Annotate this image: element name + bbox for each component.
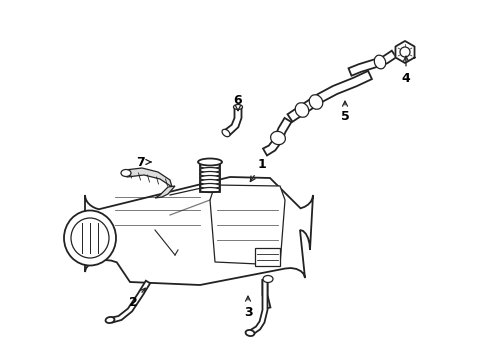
Ellipse shape [200, 171, 220, 176]
Text: 5: 5 [341, 101, 349, 123]
Ellipse shape [309, 95, 323, 109]
Ellipse shape [200, 188, 220, 193]
Ellipse shape [198, 158, 222, 166]
Ellipse shape [200, 167, 220, 172]
Ellipse shape [200, 180, 220, 184]
Text: 2: 2 [129, 288, 146, 310]
Text: 1: 1 [250, 158, 267, 181]
Ellipse shape [200, 159, 220, 165]
Ellipse shape [64, 211, 116, 266]
Ellipse shape [234, 104, 243, 109]
Circle shape [400, 47, 410, 57]
Ellipse shape [200, 175, 220, 180]
Polygon shape [263, 118, 292, 156]
Ellipse shape [121, 170, 131, 176]
Polygon shape [125, 168, 172, 187]
Text: 7: 7 [136, 156, 151, 168]
Ellipse shape [105, 317, 115, 323]
Text: 3: 3 [244, 296, 252, 319]
FancyBboxPatch shape [255, 248, 280, 266]
Text: 6: 6 [234, 94, 243, 111]
Polygon shape [395, 41, 415, 63]
Ellipse shape [222, 129, 230, 137]
Polygon shape [250, 280, 268, 334]
Polygon shape [210, 185, 285, 265]
Polygon shape [348, 51, 396, 76]
Ellipse shape [200, 163, 220, 168]
Ellipse shape [270, 131, 285, 145]
Polygon shape [226, 107, 242, 135]
Ellipse shape [263, 275, 273, 283]
Polygon shape [111, 281, 150, 323]
Ellipse shape [245, 330, 254, 336]
Ellipse shape [200, 184, 220, 189]
Text: 4: 4 [402, 56, 411, 85]
Polygon shape [85, 177, 313, 285]
Ellipse shape [295, 103, 309, 117]
Polygon shape [288, 71, 372, 122]
Polygon shape [263, 280, 270, 309]
Ellipse shape [374, 55, 386, 69]
Polygon shape [155, 186, 175, 198]
